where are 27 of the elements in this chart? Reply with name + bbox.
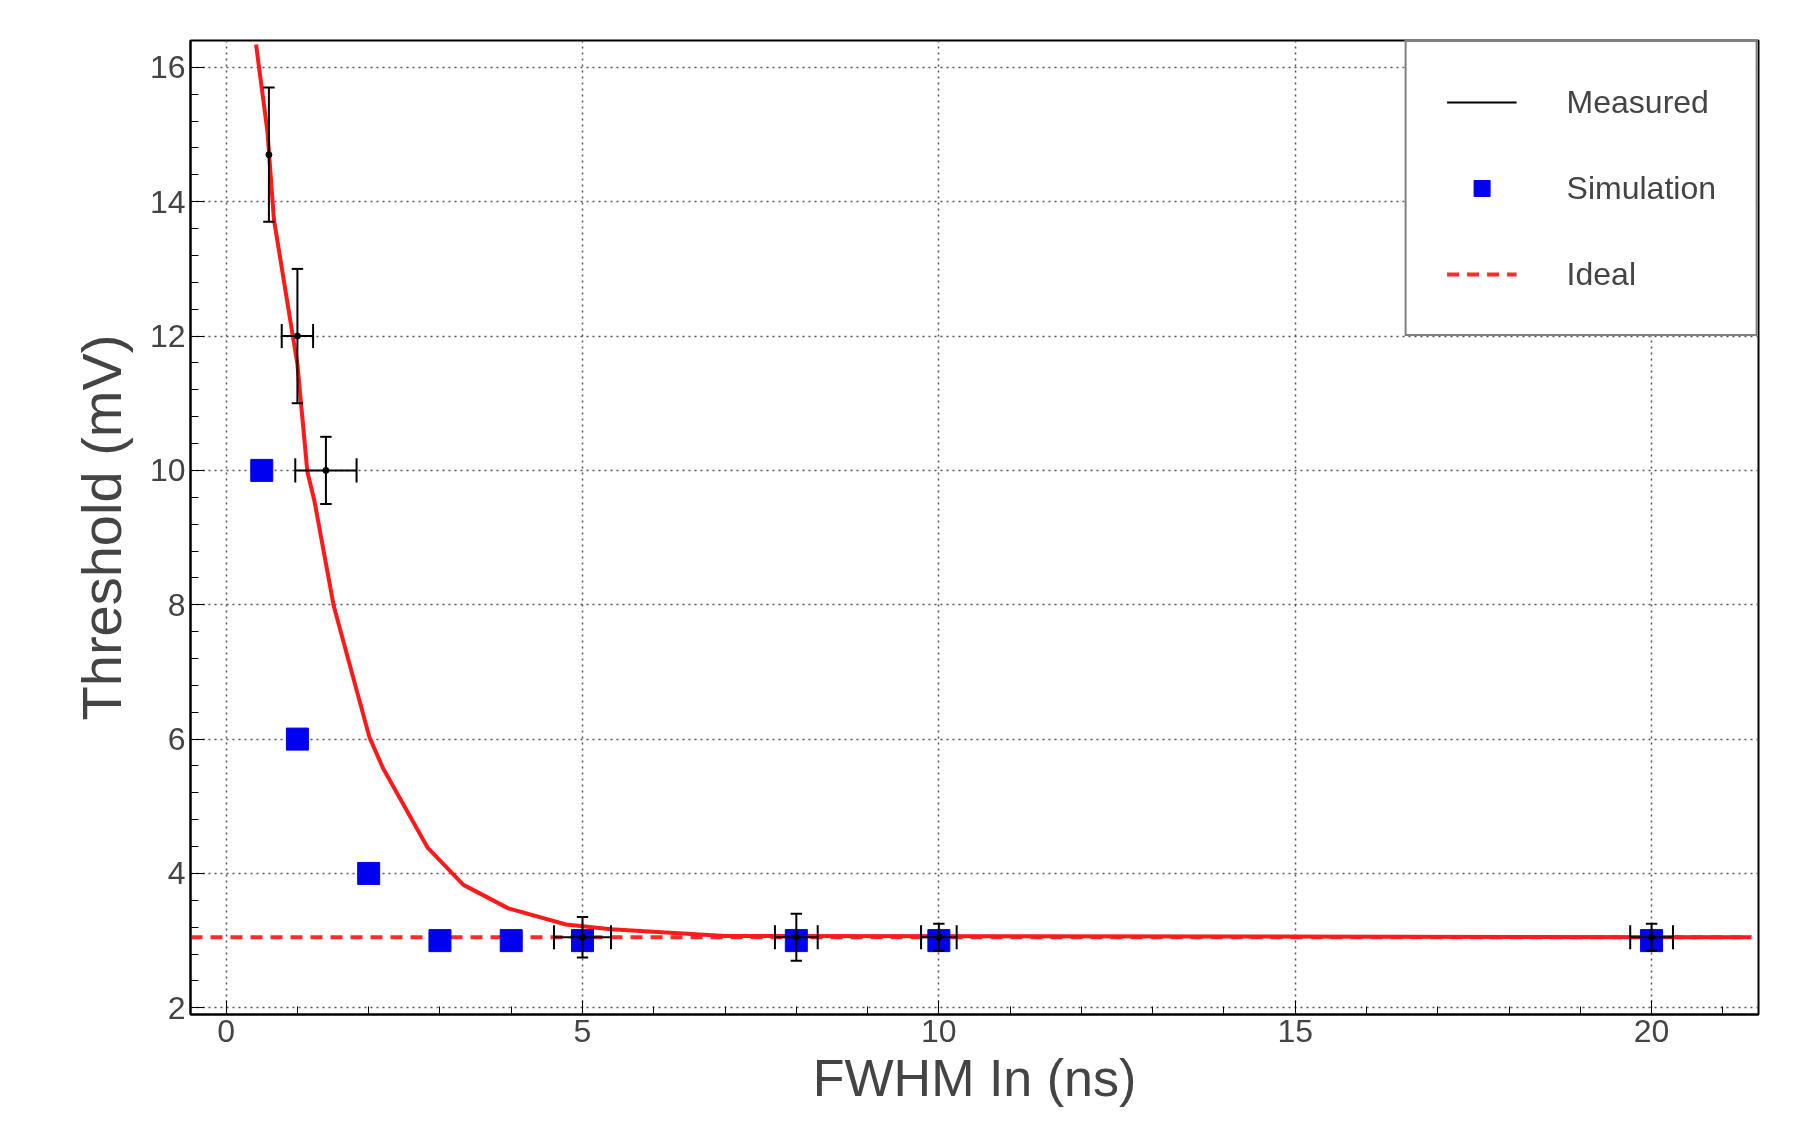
x-axis-title: FWHM In (ns) <box>812 1048 1137 1107</box>
point <box>499 929 523 953</box>
y-tick-label: 4 <box>167 855 186 892</box>
x-tick-label: 20 <box>1633 1012 1670 1049</box>
y-tick-label: 8 <box>167 586 186 623</box>
y-tick-label: 14 <box>149 183 186 220</box>
y-tick-label: 16 <box>149 49 186 86</box>
legend-label: Simulation <box>1566 169 1716 207</box>
legend-label: Measured <box>1566 83 1709 121</box>
legend-label: Ideal <box>1566 255 1636 293</box>
point <box>293 332 301 340</box>
x-tick-label: 0 <box>217 1012 236 1049</box>
x-tick-label: 15 <box>1277 1012 1314 1049</box>
point <box>428 929 452 953</box>
x-tick-label: 5 <box>573 1012 592 1049</box>
point <box>322 466 330 474</box>
point <box>285 727 309 751</box>
y-axis-title: Threshold (mV) <box>69 334 133 721</box>
point <box>357 861 381 885</box>
y-tick-label: 10 <box>149 452 186 489</box>
y-tick-label: 2 <box>167 989 186 1026</box>
point <box>250 458 274 482</box>
line-series <box>254 42 1754 940</box>
y-tick-label: 6 <box>167 721 186 758</box>
point <box>265 151 273 159</box>
y-tick-label: 12 <box>149 318 186 355</box>
x-tick-label: 10 <box>921 1012 957 1049</box>
